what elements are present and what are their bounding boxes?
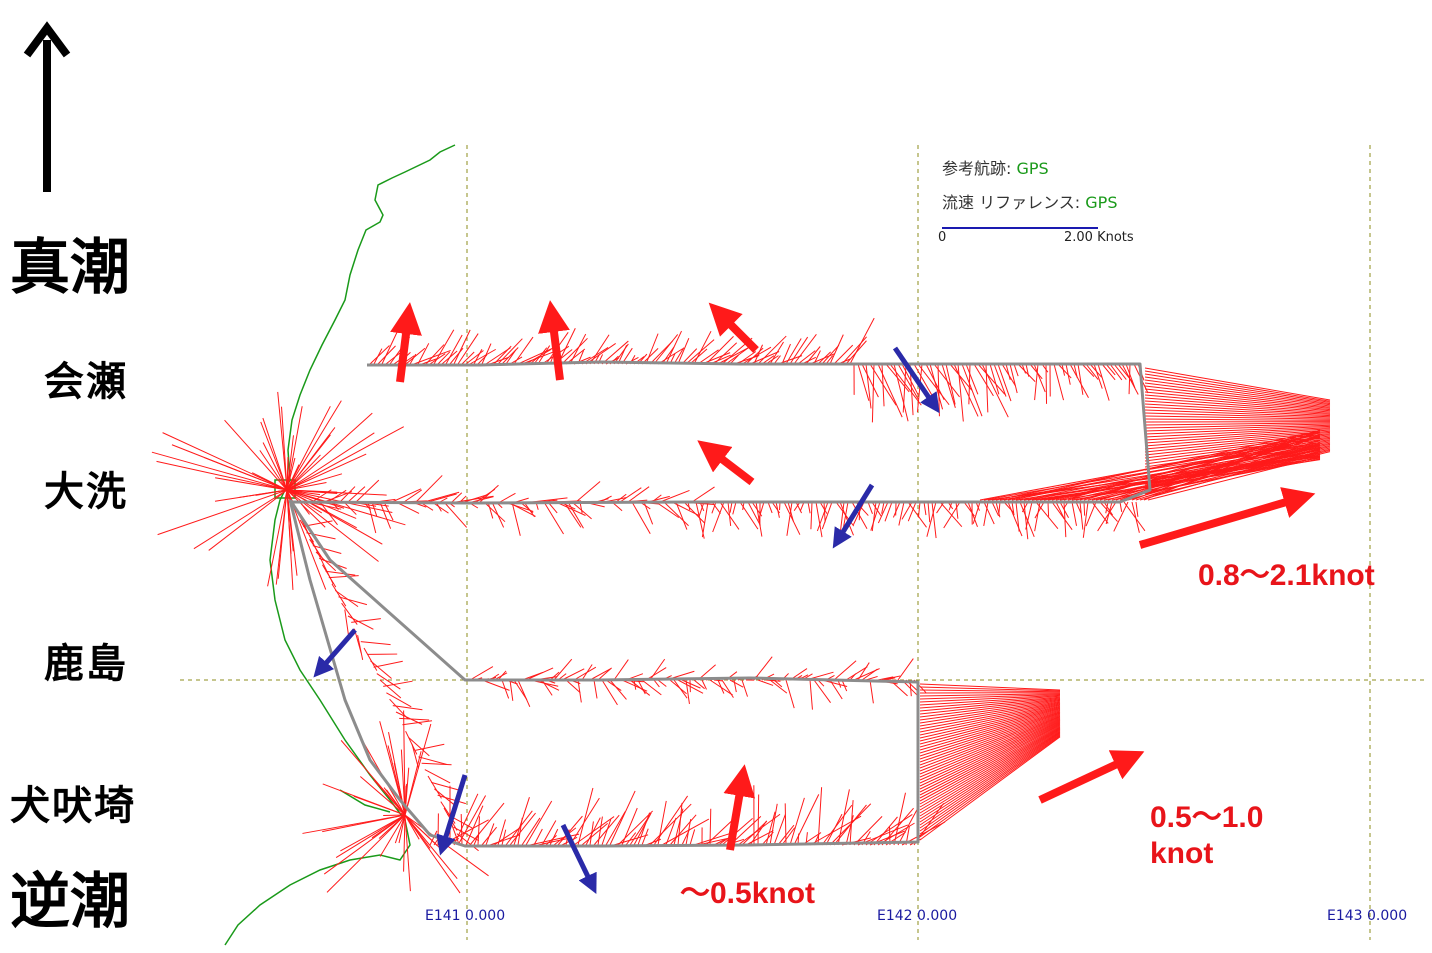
red-flow-arrow xyxy=(1040,758,1130,800)
legend-current-ref-value: GPS xyxy=(1085,193,1117,212)
south-speed-annotation: 0.5～1.0 knot xyxy=(1150,800,1263,872)
place-label-inubosaki: 犬吠埼 xyxy=(10,786,136,826)
ship-track xyxy=(290,362,1150,846)
coastal-speed-annotation: ～0.5knot xyxy=(680,876,815,912)
legend-ref-track: 参考航跡: GPS xyxy=(942,155,1049,179)
place-label-oarai: 大洗 xyxy=(44,472,128,512)
legend-current-ref-label: 流速 リファレンス: xyxy=(942,193,1080,212)
blue-flow-arrows xyxy=(320,348,934,885)
ebb-tide-label: 逆潮 xyxy=(10,872,130,932)
longitude-label-e142: E142 0.000 xyxy=(877,908,957,924)
longitude-label-e141: E141 0.000 xyxy=(425,908,505,924)
place-label-ose: 会瀬 xyxy=(44,362,128,402)
legend-ref-track-label: 参考航跡: xyxy=(942,159,1011,178)
scale-max-label: 2.00 Knots xyxy=(1064,230,1134,245)
red-flow-arrow xyxy=(710,450,752,482)
north-speed-annotation: 0.8～2.1knot xyxy=(1198,558,1375,594)
legend-current-ref: 流速 リファレンス: GPS xyxy=(942,189,1117,213)
legend-ref-track-value: GPS xyxy=(1017,159,1049,178)
place-label-kashima: 鹿島 xyxy=(44,644,128,684)
red-flow-arrow xyxy=(400,318,408,382)
longitude-label-e143: E143 0.000 xyxy=(1327,908,1407,924)
red-flow-arrow xyxy=(552,316,560,380)
scale-min-label: 0 xyxy=(938,230,946,245)
red-flow-arrow xyxy=(1140,498,1300,545)
flood-tide-label: 真潮 xyxy=(10,238,130,298)
